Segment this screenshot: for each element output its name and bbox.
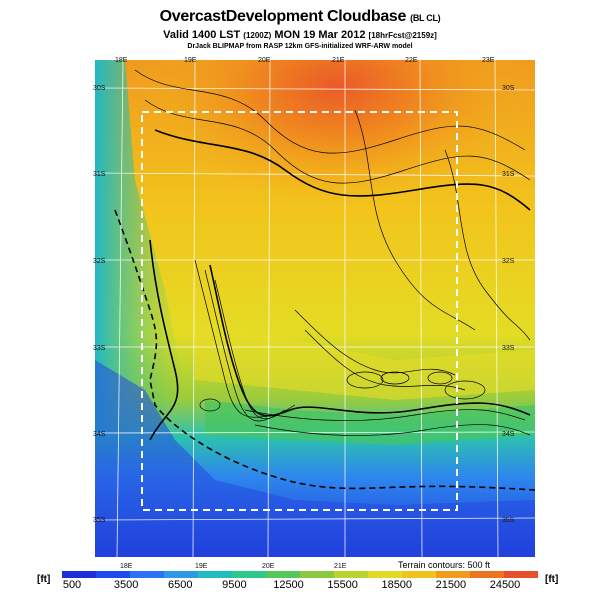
lat-right-31s: 31S	[502, 171, 515, 178]
lon-top-19e: 19E	[184, 57, 197, 64]
lon-top-21e: 21E	[332, 57, 345, 64]
lon-top-20e: 20E	[258, 57, 271, 64]
colorbar-label: 21500	[435, 579, 467, 591]
colorbar-unit-right: [ft]	[545, 574, 559, 585]
map-title: OvercastDevelopment Cloudbase (BL CL)	[0, 8, 600, 26]
valid-prefix: Valid 1400 LST	[163, 29, 241, 41]
lon-top-18e: 18E	[115, 57, 128, 64]
lat-left-32s: 32S	[93, 258, 106, 265]
colorbar-swatch	[266, 571, 301, 578]
lon-bottom-21e: 21E	[334, 563, 347, 570]
lat-left-34s: 34S	[93, 431, 106, 438]
colorbar-swatch	[198, 571, 233, 578]
colorbar-label: 12500	[273, 579, 304, 591]
colorbar-label: 3500	[113, 579, 139, 591]
lat-right-34s: 34S	[502, 431, 515, 438]
colorbar-swatch	[130, 571, 165, 578]
colorbar-swatch	[470, 571, 505, 578]
colorbar-label: 9500	[222, 579, 247, 591]
colorbar-label: 6500	[168, 579, 193, 591]
lon-bottom-18e: 18E	[120, 563, 133, 570]
domain-boundary	[141, 111, 458, 511]
valid-date: MON 19 Mar 2012	[274, 29, 366, 41]
cloudbase-map	[95, 60, 535, 557]
lat-right-35s: 35S	[502, 517, 515, 524]
valid-code: (1200Z)	[243, 31, 272, 40]
colorbar-label: 18500	[381, 579, 413, 591]
lat-left-30s: 30S	[93, 85, 106, 92]
lat-left-35s: 35S	[93, 517, 106, 524]
colorbar-swatch	[368, 571, 403, 578]
colorbar-unit-left: [ft]	[37, 574, 51, 585]
title-text: OvercastDevelopment Cloudbase	[159, 8, 407, 25]
colorbar-swatch	[436, 571, 471, 578]
colorbar-label: 15500	[327, 579, 358, 591]
graticule	[95, 60, 535, 557]
colorbar-label: 500	[62, 579, 82, 591]
colorbar-swatch	[402, 571, 437, 578]
lat-left-31s: 31S	[93, 171, 106, 178]
coastline	[114, 209, 535, 491]
lon-top-23e: 23E	[482, 57, 495, 64]
lon-bottom-19e: 19E	[195, 563, 208, 570]
field-warm-core	[95, 60, 535, 320]
lat-right-32s: 32S	[502, 258, 515, 265]
colorbar-label: 24500	[489, 579, 521, 591]
colorbar-swatch	[62, 571, 97, 578]
field-yellow-band	[195, 320, 535, 400]
title-tag: (BL CL)	[410, 13, 441, 23]
field-ocean	[95, 360, 535, 557]
colorbar-swatch	[232, 571, 267, 578]
terrain-contours-bold	[149, 129, 531, 441]
terrain-contour-note: Terrain contours: 500 ft	[398, 560, 491, 570]
valid-forecast: [18hrFcst@2159z]	[368, 31, 437, 40]
lat-left-33s: 33S	[93, 345, 106, 352]
model-line: DrJack BLIPMAP from RASP 12km GFS-initia…	[187, 43, 413, 50]
colorbar-swatch	[300, 571, 335, 578]
lat-right-33s: 33S	[502, 345, 515, 352]
colorbar-swatch	[504, 571, 538, 578]
colorbar-swatch	[96, 571, 131, 578]
lon-top-22e: 22E	[405, 57, 418, 64]
valid-line: Valid 1400 LST (1200Z) MON 19 Mar 2012 […	[0, 29, 600, 41]
colorbar	[62, 571, 538, 578]
lon-bottom-20e: 20E	[262, 563, 275, 570]
colorbar-swatch	[334, 571, 369, 578]
colorbar-swatch	[164, 571, 199, 578]
lat-right-30s: 30S	[502, 85, 515, 92]
